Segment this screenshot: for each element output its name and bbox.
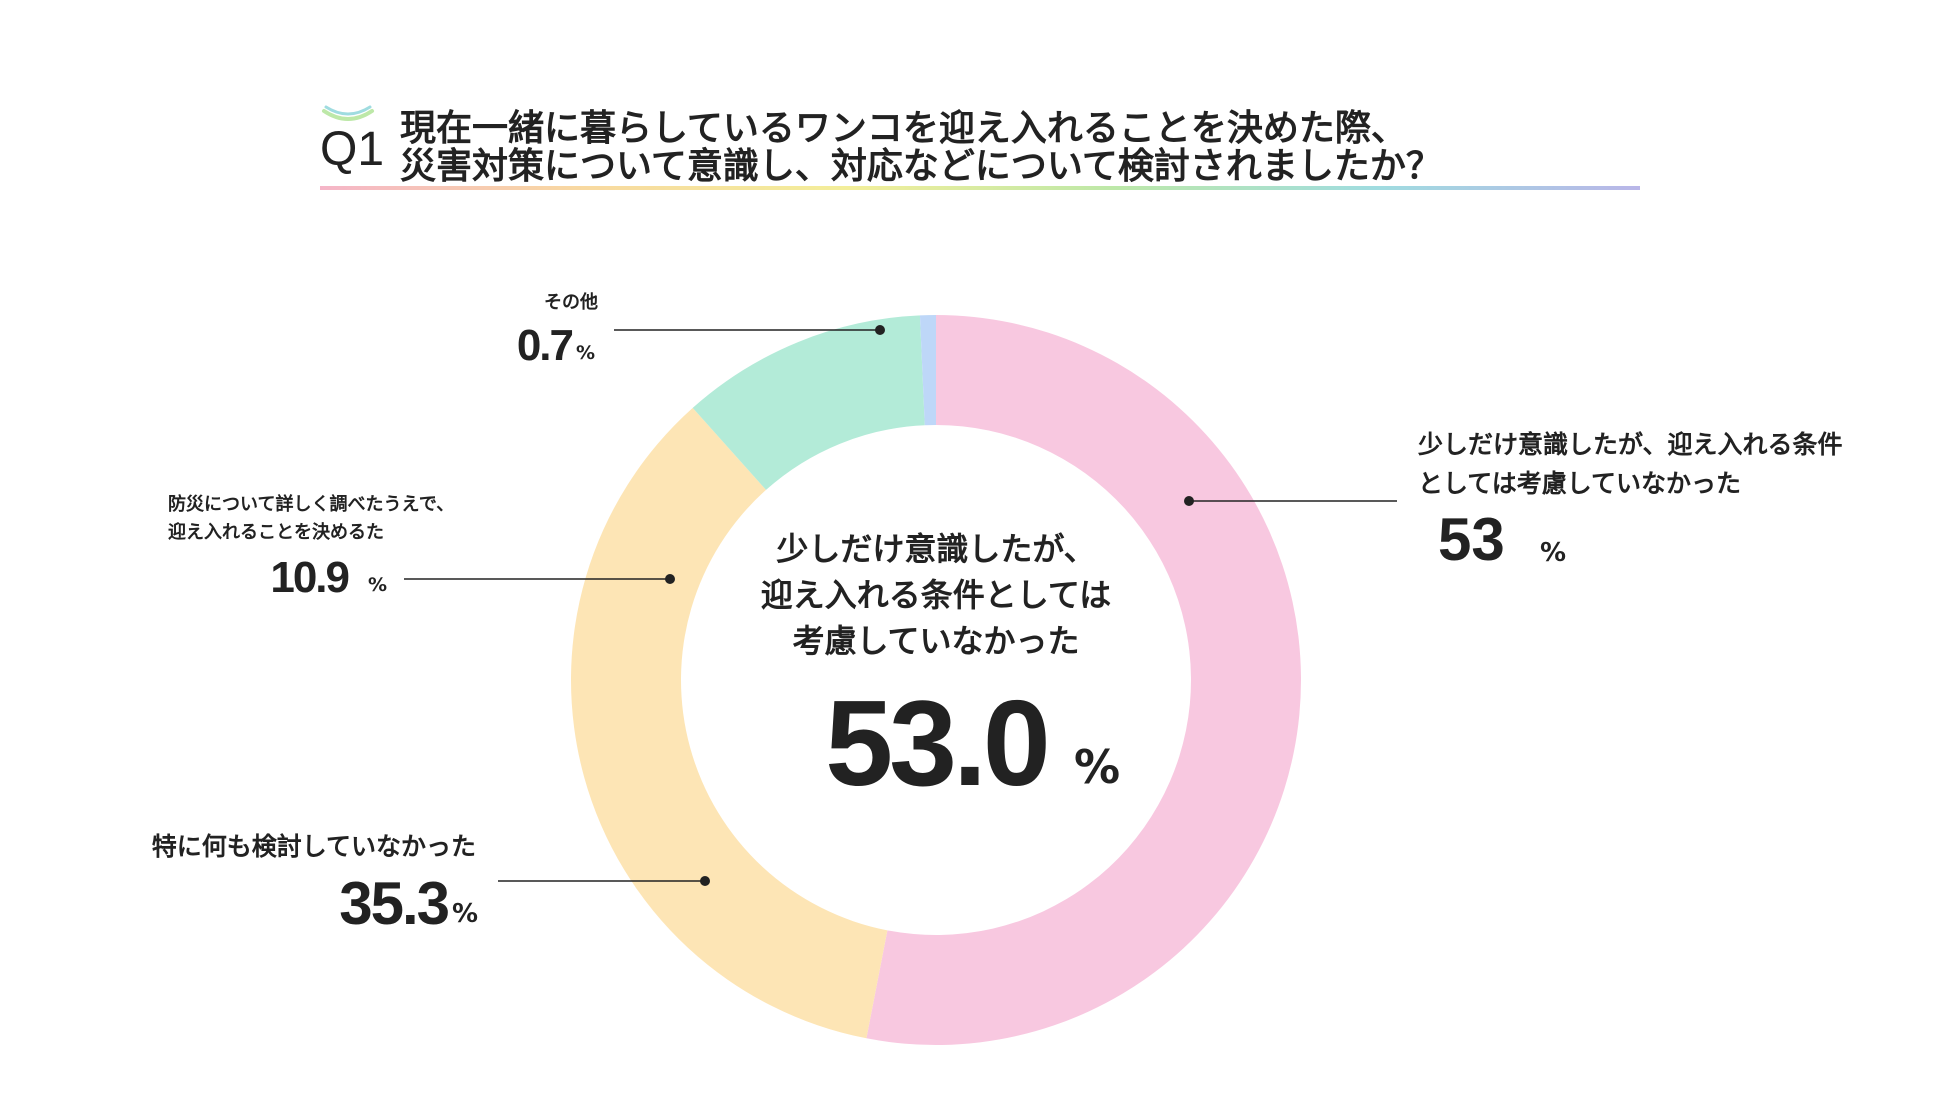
- chart-title-line-1: 現在一緒に暮らしているワンコを迎え入れることを決めた際、: [400, 108, 1407, 149]
- slice-value-none: 35.3: [339, 870, 448, 937]
- slice-value-little: 53: [1438, 506, 1505, 573]
- leader-dot-researched: [665, 574, 675, 584]
- leader-dot-little: [1184, 496, 1194, 506]
- slice-label-other: その他: [544, 291, 598, 313]
- slice-value-other: 0.7: [517, 321, 573, 370]
- slice-label-none: 特に何も検討していなかった: [152, 832, 476, 861]
- chart-header: Q1 現在一緒に暮らしているワンコを迎え入れることを決めた際、 災害対策について…: [320, 105, 1640, 190]
- slice-value-researched: 10.9: [270, 553, 348, 602]
- question-number: Q1: [320, 123, 384, 176]
- slice-label-little-line-2: としては考慮していなかった: [1418, 469, 1741, 498]
- slice-unit-researched: %: [368, 574, 387, 596]
- chart-title-line-2: 災害対策について意識し、対応などについて検討されましたか？: [400, 146, 1442, 187]
- rainbow-arc-icon-2: [324, 105, 372, 116]
- slice-unit-none: %: [452, 899, 478, 929]
- slice-unit-little: %: [1540, 538, 1566, 568]
- slice-unit-other: %: [576, 342, 595, 364]
- donut-slice-researched: [692, 315, 925, 490]
- center-label-line-3: 考慮していなかった: [792, 622, 1079, 660]
- callout-little: 少しだけ意識したが、迎え入れる条件 としては考慮していなかった 53 %: [1184, 430, 1843, 573]
- slice-label-researched-line-2: 迎え入れることを決めるた: [168, 521, 384, 543]
- leader-dot-none: [700, 876, 710, 886]
- center-unit: %: [1074, 740, 1120, 794]
- center-label-line-1: 少しだけ意識したが、: [776, 530, 1095, 568]
- callout-researched: 防災について詳しく調べたうえで、 迎え入れることを決めるた 10.9 %: [168, 493, 675, 602]
- donut-slice-other: [919, 315, 936, 426]
- slice-label-little-line-1: 少しだけ意識したが、迎え入れる条件: [1417, 430, 1843, 459]
- center-label-line-2: 迎え入れる条件としては: [761, 576, 1111, 614]
- center-label: 少しだけ意識したが、 迎え入れる条件としては 考慮していなかった 53.0 %: [761, 530, 1120, 811]
- callout-other: その他 0.7 %: [517, 291, 885, 370]
- slice-label-researched-line-1: 防災について詳しく調べたうえで、: [168, 493, 454, 515]
- rainbow-arc-icon: [322, 109, 374, 121]
- center-value: 53.0: [825, 675, 1046, 811]
- leader-dot-other: [875, 325, 885, 335]
- q-badge: Q1: [320, 105, 384, 176]
- callout-none: 特に何も検討していなかった 35.3 %: [152, 832, 710, 937]
- title-underline: [320, 186, 1640, 190]
